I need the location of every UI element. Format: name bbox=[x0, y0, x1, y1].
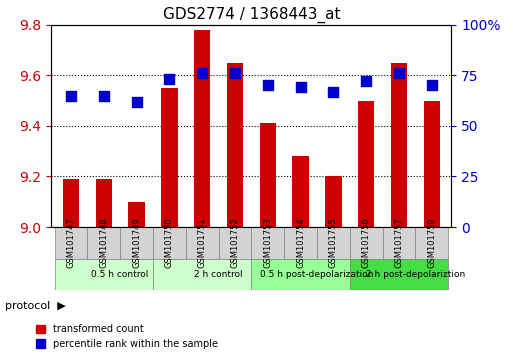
Bar bbox=[424, 101, 440, 227]
Bar bbox=[391, 63, 407, 227]
FancyBboxPatch shape bbox=[153, 259, 251, 290]
Text: GSM101755: GSM101755 bbox=[329, 218, 338, 268]
Text: 2 h control: 2 h control bbox=[194, 270, 243, 279]
FancyBboxPatch shape bbox=[350, 227, 383, 259]
Text: GSM101757: GSM101757 bbox=[394, 217, 403, 268]
Bar bbox=[260, 124, 276, 227]
Bar bbox=[292, 156, 309, 227]
Text: GSM101753: GSM101753 bbox=[263, 217, 272, 268]
FancyBboxPatch shape bbox=[120, 227, 153, 259]
Point bbox=[67, 93, 75, 98]
FancyBboxPatch shape bbox=[251, 259, 350, 290]
FancyBboxPatch shape bbox=[317, 227, 350, 259]
Text: GSM101747: GSM101747 bbox=[67, 217, 75, 268]
Bar bbox=[194, 30, 210, 227]
Text: GSM101748: GSM101748 bbox=[100, 217, 108, 268]
Title: GDS2774 / 1368443_at: GDS2774 / 1368443_at bbox=[163, 7, 340, 23]
Text: GSM101750: GSM101750 bbox=[165, 218, 174, 268]
Text: GSM101754: GSM101754 bbox=[296, 218, 305, 268]
FancyBboxPatch shape bbox=[219, 227, 251, 259]
Text: 0.5 h control: 0.5 h control bbox=[91, 270, 149, 279]
Bar bbox=[95, 179, 112, 227]
Point bbox=[329, 89, 338, 95]
Point bbox=[264, 82, 272, 88]
FancyBboxPatch shape bbox=[284, 227, 317, 259]
Text: 0.5 h post-depolarization: 0.5 h post-depolarization bbox=[260, 270, 373, 279]
Bar bbox=[63, 179, 79, 227]
Legend: transformed count, percentile rank within the sample: transformed count, percentile rank withi… bbox=[32, 320, 222, 353]
Point bbox=[428, 82, 436, 88]
Bar bbox=[358, 101, 374, 227]
Point bbox=[362, 79, 370, 84]
Point bbox=[165, 76, 173, 82]
FancyBboxPatch shape bbox=[54, 227, 87, 259]
Text: protocol  ▶: protocol ▶ bbox=[5, 301, 66, 311]
FancyBboxPatch shape bbox=[383, 227, 416, 259]
Text: 2 h post-depolariztion: 2 h post-depolariztion bbox=[366, 270, 465, 279]
Point bbox=[100, 93, 108, 98]
Text: GSM101749: GSM101749 bbox=[132, 218, 141, 268]
Text: GSM101752: GSM101752 bbox=[230, 218, 240, 268]
FancyBboxPatch shape bbox=[153, 227, 186, 259]
FancyBboxPatch shape bbox=[251, 227, 284, 259]
Bar bbox=[325, 177, 342, 227]
Point bbox=[297, 85, 305, 90]
Bar bbox=[161, 88, 177, 227]
FancyBboxPatch shape bbox=[54, 259, 153, 290]
FancyBboxPatch shape bbox=[416, 227, 448, 259]
Text: GSM101759: GSM101759 bbox=[427, 218, 436, 268]
Point bbox=[132, 99, 141, 104]
Bar bbox=[128, 202, 145, 227]
Text: GSM101756: GSM101756 bbox=[362, 217, 371, 268]
Point bbox=[231, 70, 239, 76]
FancyBboxPatch shape bbox=[186, 227, 219, 259]
Text: GSM101751: GSM101751 bbox=[198, 218, 207, 268]
Point bbox=[395, 70, 403, 76]
Bar bbox=[227, 63, 243, 227]
Point bbox=[198, 70, 206, 76]
FancyBboxPatch shape bbox=[350, 259, 448, 290]
FancyBboxPatch shape bbox=[87, 227, 120, 259]
